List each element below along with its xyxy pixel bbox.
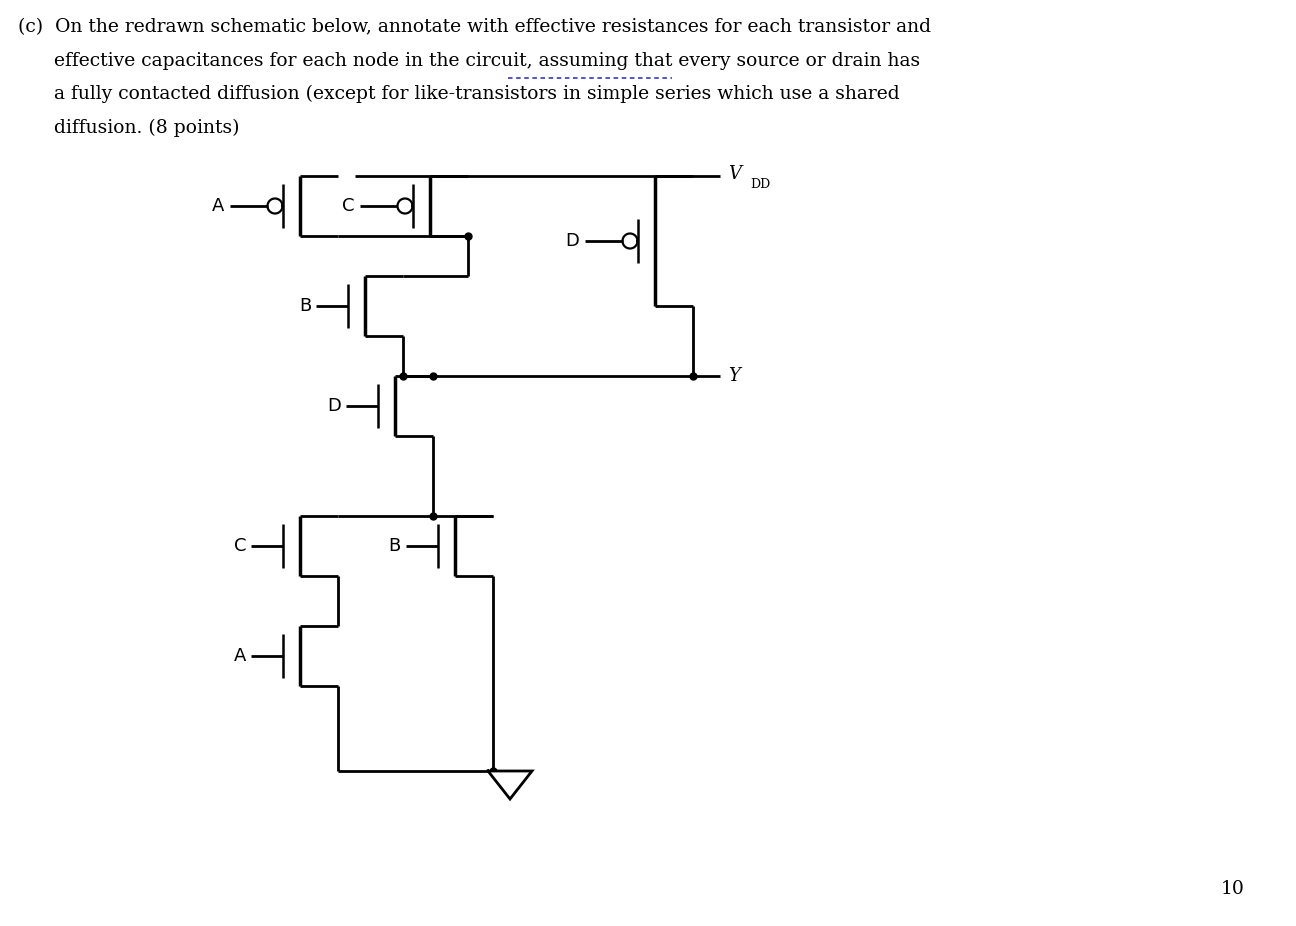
Text: 10: 10 bbox=[1221, 880, 1245, 898]
Text: a fully contacted diffusion (except for like-transistors in simple series which : a fully contacted diffusion (except for … bbox=[18, 85, 899, 104]
Text: A: A bbox=[233, 647, 246, 665]
Text: D: D bbox=[327, 397, 341, 415]
Polygon shape bbox=[489, 771, 531, 799]
Text: V: V bbox=[728, 165, 741, 183]
Text: D: D bbox=[565, 232, 579, 250]
Text: effective capacitances for each node in the circuit, assuming that every source : effective capacitances for each node in … bbox=[18, 52, 920, 69]
Text: DD: DD bbox=[750, 178, 770, 191]
Text: Y: Y bbox=[728, 367, 740, 385]
Text: B: B bbox=[389, 537, 400, 555]
Text: B: B bbox=[299, 297, 311, 315]
Text: C: C bbox=[342, 197, 355, 215]
Text: (c)  On the redrawn schematic below, annotate with effective resistances for eac: (c) On the redrawn schematic below, anno… bbox=[18, 18, 931, 36]
Text: diffusion. (8 points): diffusion. (8 points) bbox=[18, 119, 240, 137]
Text: C: C bbox=[233, 537, 246, 555]
Text: A: A bbox=[213, 197, 224, 215]
